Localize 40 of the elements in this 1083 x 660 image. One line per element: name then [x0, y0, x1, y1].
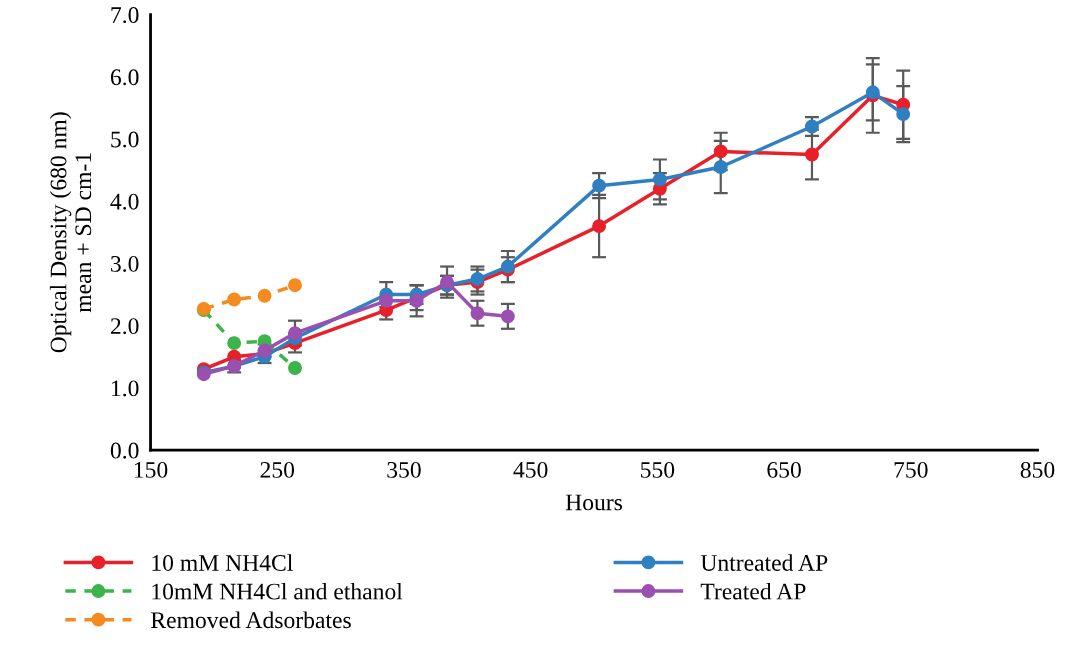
point	[227, 292, 242, 307]
y-axis-title: Optical Density (680 nm) mean + SD cm-1	[49, 112, 92, 353]
point	[592, 178, 607, 193]
point	[288, 278, 302, 293]
point	[713, 144, 728, 159]
point	[652, 172, 667, 187]
point	[896, 107, 911, 122]
x-axis-title: Hours	[565, 494, 623, 511]
x-tick-label: 850	[1020, 461, 1055, 478]
point	[257, 288, 272, 303]
y-tick-label: 1.0	[111, 380, 139, 397]
x-tick-label: 550	[641, 461, 675, 478]
legend-label: Treated AP	[700, 582, 806, 600]
x-tick-label: 750	[894, 461, 928, 478]
x-tick-label: 150	[134, 461, 168, 478]
point	[470, 306, 485, 321]
x-tick-label: 250	[260, 461, 295, 478]
y-tick-label: 0.0	[110, 442, 139, 459]
y-tick-label: 4.0	[110, 193, 139, 210]
y-tick-label: 2.0	[110, 318, 139, 335]
y-tick-label: 7.0	[111, 7, 139, 24]
point	[288, 326, 302, 341]
point	[805, 147, 819, 162]
x-tick-label: 650	[767, 461, 801, 478]
y-tick-label: 6.0	[110, 69, 139, 86]
point	[713, 160, 728, 174]
legend-label: Removed Adsorbates	[151, 611, 351, 629]
point	[592, 219, 607, 234]
point	[379, 293, 394, 308]
legend-label: Untreated AP	[700, 554, 828, 571]
point	[227, 336, 242, 351]
point	[470, 272, 485, 286]
y-tick-label: 3.0	[111, 255, 139, 272]
legend-label: 10mM NH4Cl and ethanol	[152, 582, 403, 600]
x-tick-label: 450	[513, 461, 548, 478]
legend-label: 10 mM NH4Cl	[152, 554, 293, 571]
point	[288, 361, 302, 375]
x-tick-label: 350	[387, 461, 421, 478]
point	[500, 309, 515, 324]
y-tick-label: 5.0	[111, 131, 139, 148]
